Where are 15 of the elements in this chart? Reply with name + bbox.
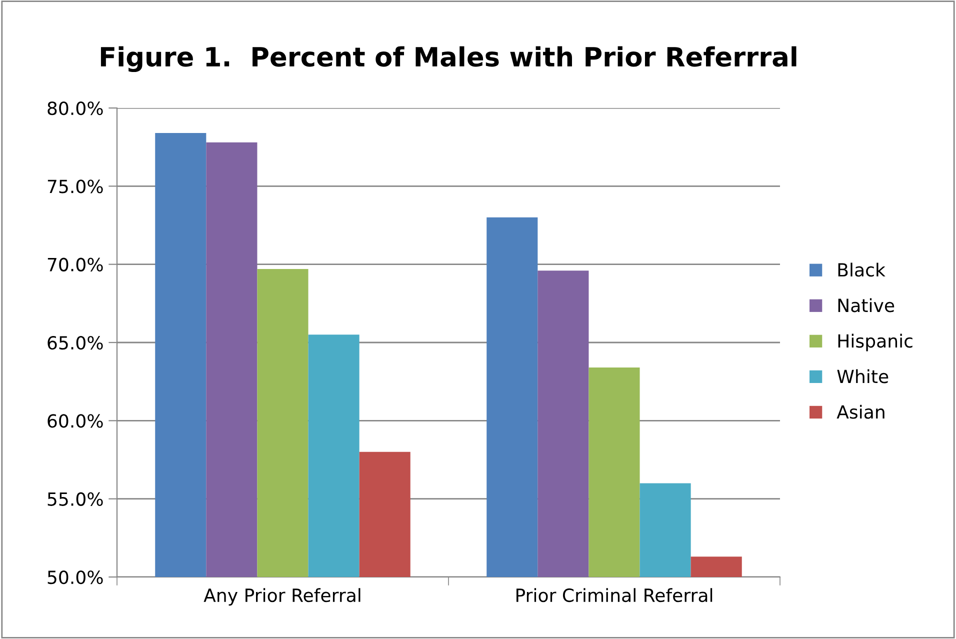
y-tick-label: 65.0% bbox=[48, 336, 103, 350]
y-tick-label: 70.0% bbox=[48, 258, 103, 272]
y-tick-label: 60.0% bbox=[48, 414, 103, 428]
y-tick-label: 55.0% bbox=[48, 492, 103, 506]
legend-label: Hispanic bbox=[838, 334, 912, 352]
legend-label: Native bbox=[838, 298, 894, 312]
legend-label: Asian bbox=[836, 404, 884, 419]
y-tick-label: 50.0% bbox=[48, 570, 103, 584]
y-tick-label: 80.0% bbox=[48, 101, 103, 116]
x-tick-label: Any Prior Referral bbox=[204, 588, 360, 606]
legend-label: Black bbox=[838, 262, 886, 277]
x-tick-label: Prior Criminal Referral bbox=[516, 588, 712, 602]
y-tick-label: 75.0% bbox=[48, 180, 103, 194]
legend-label: White bbox=[837, 369, 888, 384]
chart-title: Figure 1. Percent of Males with Prior Referrral bbox=[100, 46, 796, 72]
